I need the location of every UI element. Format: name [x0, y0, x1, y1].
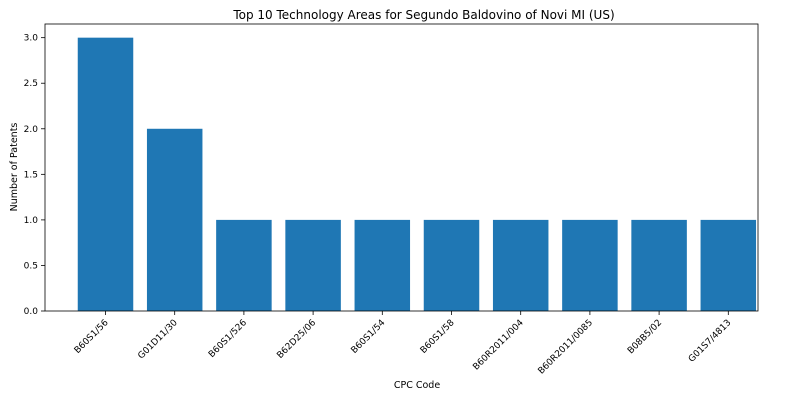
x-tick-label: G01S7/4813	[687, 318, 734, 365]
y-tick-label: 2.0	[24, 125, 39, 135]
x-tick-label: B62D25/06	[275, 318, 318, 361]
y-tick-label: 1.5	[24, 170, 38, 180]
x-tick-label: B60S1/58	[419, 318, 457, 356]
bar-B60R2011/004	[493, 220, 549, 311]
y-tick-label: 1.0	[24, 216, 39, 226]
bar-G01D11/30	[147, 129, 203, 311]
bar-B62D25/06	[285, 220, 341, 311]
bar-G01S7/4813	[701, 220, 757, 311]
bars-group	[78, 38, 756, 311]
x-tick-label: B60S1/526	[207, 318, 249, 360]
bar-B60S1/56	[78, 38, 134, 311]
y-tick-label: 2.5	[24, 79, 38, 89]
y-axis: 0.0 0.5 1.0 1.5 2.0 2.5 3.0	[24, 34, 45, 317]
bar-B60S1/526	[216, 220, 272, 311]
bar-B60R2011/0085	[562, 220, 618, 311]
y-tick-label: 0.5	[24, 261, 38, 271]
x-axis: B60S1/56 G01D11/30 B60S1/526 B62D25/06 B60S1…	[73, 311, 734, 377]
bar-B60S1/58	[424, 220, 480, 311]
chart-title: Top 10 Technology Areas for Segundo Bald…	[232, 8, 614, 22]
x-tick-label: B60R2011/0085	[537, 318, 596, 377]
y-tick-label: 0.0	[24, 307, 39, 317]
x-tick-label: B60S1/54	[350, 318, 388, 356]
x-tick-label: G01D11/30	[136, 318, 180, 362]
x-tick-label: B08B5/02	[626, 318, 664, 356]
y-tick-label: 3.0	[24, 34, 39, 44]
bar-B60S1/54	[355, 220, 411, 311]
x-tick-label: B60S1/56	[73, 318, 111, 356]
x-tick-label: B60R2011/004	[471, 318, 526, 373]
x-axis-label: CPC Code	[394, 380, 440, 391]
y-axis-label: Number of Patents	[9, 123, 20, 212]
bar-B08B5/02	[631, 220, 687, 311]
